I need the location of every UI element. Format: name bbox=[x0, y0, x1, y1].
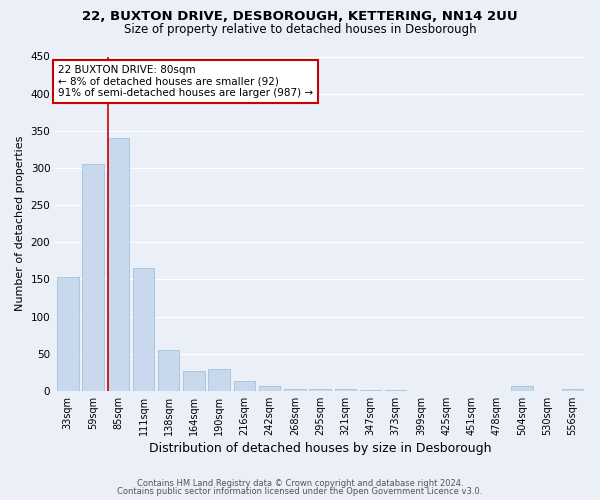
Bar bbox=[335, 390, 356, 391]
Bar bbox=[284, 388, 305, 391]
Text: Size of property relative to detached houses in Desborough: Size of property relative to detached ho… bbox=[124, 22, 476, 36]
Text: 22 BUXTON DRIVE: 80sqm
← 8% of detached houses are smaller (92)
91% of semi-deta: 22 BUXTON DRIVE: 80sqm ← 8% of detached … bbox=[58, 65, 313, 98]
Text: Contains HM Land Registry data © Crown copyright and database right 2024.: Contains HM Land Registry data © Crown c… bbox=[137, 478, 463, 488]
Bar bbox=[511, 386, 533, 391]
Text: 22, BUXTON DRIVE, DESBOROUGH, KETTERING, NN14 2UU: 22, BUXTON DRIVE, DESBOROUGH, KETTERING,… bbox=[82, 10, 518, 23]
Bar bbox=[158, 350, 179, 391]
X-axis label: Distribution of detached houses by size in Desborough: Distribution of detached houses by size … bbox=[149, 442, 491, 455]
Bar bbox=[360, 390, 381, 391]
Y-axis label: Number of detached properties: Number of detached properties bbox=[15, 136, 25, 312]
Bar bbox=[259, 386, 280, 391]
Bar bbox=[208, 368, 230, 391]
Bar bbox=[107, 138, 129, 391]
Bar bbox=[385, 390, 406, 391]
Bar bbox=[310, 390, 331, 391]
Bar bbox=[133, 268, 154, 391]
Bar bbox=[82, 164, 104, 391]
Text: Contains public sector information licensed under the Open Government Licence v3: Contains public sector information licen… bbox=[118, 487, 482, 496]
Bar bbox=[562, 388, 583, 391]
Bar bbox=[233, 381, 255, 391]
Bar bbox=[57, 277, 79, 391]
Bar bbox=[183, 371, 205, 391]
